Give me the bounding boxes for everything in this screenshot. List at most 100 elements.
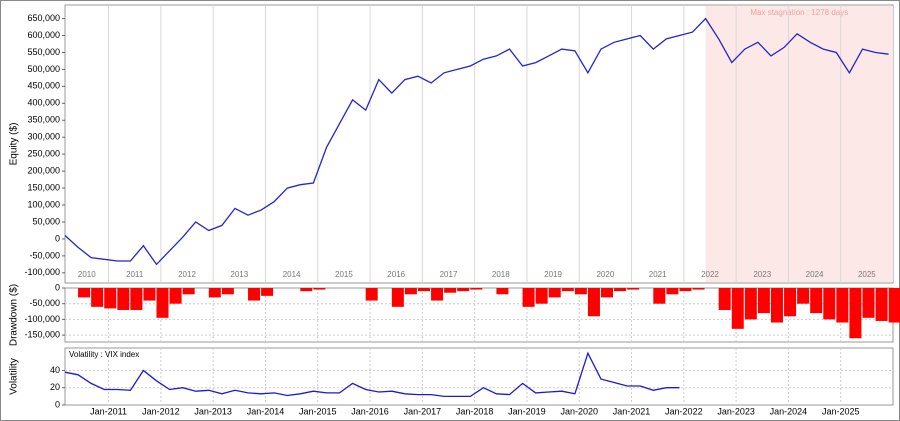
bar [444, 288, 457, 293]
x-tick-label: Jan-2018 [456, 406, 494, 416]
y-tick-label: 200,000 [27, 165, 60, 175]
x-tick-label: 2013 [230, 270, 248, 279]
x-tick-label: 2012 [178, 270, 196, 279]
y-tick-label: -150,000 [24, 329, 60, 339]
bar [679, 288, 692, 292]
x-tick-label: 2021 [649, 270, 667, 279]
bar [875, 288, 888, 321]
y-tick-label: 300,000 [27, 132, 60, 142]
y-tick-label: 40 [50, 365, 60, 375]
plot-area [64, 347, 894, 406]
y-tick-label: 100,000 [27, 199, 60, 209]
y-tick-label: 0 [55, 399, 60, 409]
x-tick-label: Jan-2020 [560, 406, 598, 416]
bar [457, 288, 470, 292]
x-tick-label: Jan-2024 [770, 406, 808, 416]
bar [587, 288, 600, 317]
x-tick-label: 2025 [858, 270, 876, 279]
x-tick-label: 2024 [806, 270, 824, 279]
bar [731, 288, 744, 329]
x-tick-label: 2022 [701, 270, 719, 279]
bar [666, 288, 679, 295]
bar [261, 288, 274, 296]
x-tick-label: 2018 [492, 270, 510, 279]
bar [823, 288, 836, 320]
bar [78, 288, 91, 298]
bar [784, 288, 797, 317]
bar [248, 288, 261, 301]
annotation: Max stagnation : 1278 days [750, 8, 848, 17]
x-tick-label: 2017 [440, 270, 458, 279]
x-tick-label: Jan-2022 [665, 406, 703, 416]
y-tick-label: 450,000 [27, 81, 60, 91]
bar [692, 288, 705, 290]
y-tick-label: 20 [50, 382, 60, 392]
bar [888, 288, 900, 323]
x-tick-label: 2015 [335, 270, 353, 279]
x-tick-label: Jan-2017 [404, 406, 442, 416]
x-tick-label: Jan-2011 [90, 406, 127, 416]
x-tick-label: 2020 [596, 270, 614, 279]
y-tick-label: 550,000 [27, 47, 60, 57]
bar [836, 288, 849, 323]
x-tick-label: 2019 [544, 270, 562, 279]
bar [810, 288, 823, 314]
y-tick-label: 350,000 [27, 115, 60, 125]
y-tick-label: -50,000 [29, 250, 60, 260]
bar [169, 288, 182, 304]
bar [313, 288, 326, 290]
bar [156, 288, 169, 318]
y-tick-label: 0 [55, 233, 60, 243]
bar [535, 288, 548, 304]
bar [561, 288, 574, 292]
bar [143, 288, 156, 301]
bar [117, 288, 130, 310]
bar [653, 288, 666, 304]
x-tick-label: 2010 [78, 270, 96, 279]
bar [365, 288, 378, 301]
y-axis-label: Equity ($) [9, 123, 20, 166]
y-tick-label: 400,000 [27, 98, 60, 108]
bar [208, 288, 221, 298]
y-tick-label: 500,000 [27, 64, 60, 74]
x-tick-label: 2014 [283, 270, 301, 279]
bar [757, 288, 770, 314]
bar [574, 288, 587, 295]
bar [404, 288, 417, 295]
x-tick-label: Jan-2013 [194, 406, 232, 416]
bar [797, 288, 810, 304]
y-tick-label: -50,000 [29, 298, 60, 308]
bar [601, 288, 614, 298]
bar [718, 288, 731, 310]
bar [627, 288, 640, 290]
x-tick-label: 2023 [753, 270, 771, 279]
x-tick-label: Jan-2015 [299, 406, 337, 416]
bar [104, 288, 117, 309]
bar [391, 288, 404, 307]
y-tick-label: 650,000 [27, 13, 60, 23]
y-axis-label: Volatility [9, 358, 20, 395]
y-axis-label: Drawdown ($) [9, 284, 20, 346]
x-tick-label: 2011 [126, 270, 144, 279]
x-tick-label: Jan-2014 [247, 406, 285, 416]
line-series [64, 351, 680, 398]
y-tick-label: 250,000 [27, 149, 60, 159]
bar [431, 288, 444, 301]
y-tick-label: 0 [55, 282, 60, 292]
bar [770, 288, 783, 323]
bar [130, 288, 143, 310]
stagnation-band [705, 6, 893, 282]
x-tick-label: Jan-2021 [613, 406, 651, 416]
bar [614, 288, 627, 292]
bar [470, 288, 483, 290]
y-tick-label: 600,000 [27, 30, 60, 40]
bar [91, 288, 104, 307]
bar [496, 288, 509, 295]
x-tick-label: Jan-2016 [351, 406, 389, 416]
x-tick-label: Jan-2019 [508, 406, 546, 416]
x-tick-label: Jan-2025 [822, 406, 860, 416]
y-tick-label: 150,000 [27, 182, 60, 192]
y-tick-label: -100,000 [24, 314, 60, 324]
bar [417, 288, 430, 292]
